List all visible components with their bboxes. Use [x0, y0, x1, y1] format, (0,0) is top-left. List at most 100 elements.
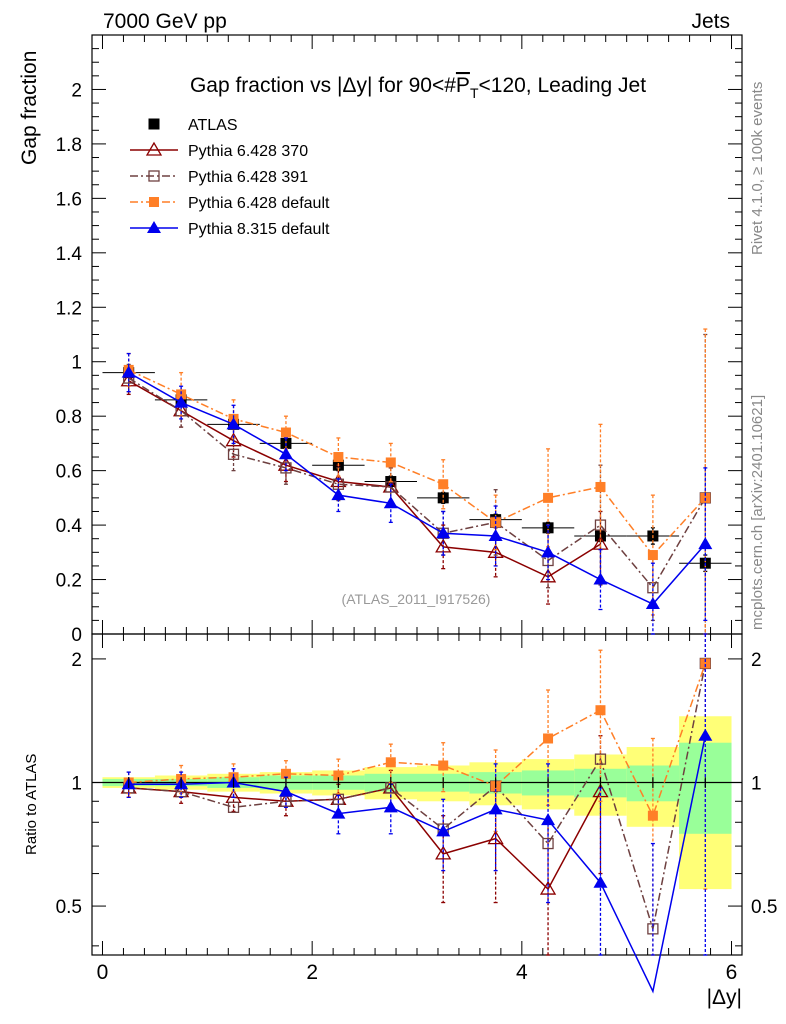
- ratio-tick-label-right: 2: [751, 650, 762, 671]
- point-pythia-6-428-default: [333, 452, 344, 463]
- ratio-point-pythia-8-315-default: [331, 806, 346, 819]
- point-pythia-6-428-default: [280, 427, 291, 438]
- ratio-point-pythia-6-428-391: [332, 793, 345, 805]
- legend-label: Pythia 6.428 391: [188, 169, 308, 186]
- x-tick-label: 4: [516, 961, 528, 984]
- mcplots-label: mcplots.cern.ch [arXiv:2401.10621]: [749, 395, 766, 630]
- point-pythia-6-428-default: [647, 550, 658, 561]
- legend-marker: [148, 170, 160, 182]
- x-tick-label: 2: [306, 961, 318, 984]
- point-pythia-6-428-default: [385, 457, 396, 468]
- ratio-point-pythia-6-428-370: [487, 830, 504, 845]
- ratio-point-pythia-6-428-default: [543, 733, 554, 744]
- y-tick-label: 0.4: [56, 516, 83, 537]
- point-pythia-8-315-default: [645, 597, 660, 610]
- ratio-line-pythia-8-315-default: [128, 735, 707, 994]
- y-tick-label: 0: [71, 625, 82, 646]
- point-pythia-8-315-default: [121, 365, 136, 378]
- legend-label: Pythia 6.428 default: [188, 195, 330, 212]
- ratio-point-pythia-6-428-391: [542, 837, 554, 850]
- ratio-line-pythia-6-428-370: [128, 787, 602, 891]
- title-sub: T: [470, 85, 479, 101]
- ratio-point-pythia-6-428-391: [227, 801, 240, 813]
- y-tick-label: 0.6: [56, 462, 82, 483]
- ratio-tick-label-right: 0.5: [751, 897, 777, 918]
- ratio-tick-label: 0.5: [56, 897, 82, 918]
- ratio-point-pythia-8-315-default: [541, 813, 556, 826]
- x-tick-label: 0: [97, 961, 109, 984]
- ratio-tick-label: 1: [71, 773, 82, 794]
- ratio-bands: [102, 716, 732, 890]
- legend-label: Pythia 6.428 370: [188, 143, 308, 160]
- ratio-tick-label: 2: [71, 650, 82, 671]
- point-pythia-8-315-default: [226, 417, 241, 430]
- ratio-point-pythia-8-315-default: [698, 728, 713, 741]
- point-pythia-6-428-391: [227, 448, 240, 460]
- point-pythia-6-428-default: [543, 492, 554, 503]
- y-tick-label: 0.8: [56, 407, 82, 428]
- point-pythia-8-315-default: [488, 528, 503, 541]
- ratio-point-pythia-6-428-default: [438, 760, 449, 771]
- y-tick-label: 1.4: [56, 244, 83, 265]
- title-p: P: [456, 74, 470, 97]
- line-pythia-6-428-default: [128, 369, 706, 557]
- ratio-y-axis-label: Ratio to ATLAS: [23, 754, 40, 855]
- point-pythia-8-315-default: [541, 545, 556, 558]
- point-pythia-8-315-default: [383, 496, 398, 509]
- point-pythia-8-315-default: [278, 447, 293, 460]
- point-pythia-8-315-default: [331, 488, 346, 501]
- axes: 0 2 4 6 0 0.2 0.4 0.6 0.8 1 1.2 1.4 1.6 1.8 2 0.5 0.5 1 1 2…: [56, 34, 777, 984]
- series-layer: [102, 328, 732, 994]
- watermark: (ATLAS_2011_I917526): [342, 591, 491, 607]
- ratio-point-pythia-8-315-default: [593, 875, 608, 888]
- x-tick-label: 6: [726, 961, 738, 984]
- point-pythia-6-428-default: [438, 479, 449, 490]
- title-pre: Gap fraction vs |Δy| for 90<#: [190, 74, 456, 97]
- legend-marker: [148, 118, 160, 130]
- header-right: Jets: [691, 10, 730, 33]
- ratio-line-pythia-6-428-default: [128, 663, 707, 818]
- point-pythia-6-428-370: [539, 568, 557, 583]
- ratio-line-pythia-6-428-391: [128, 663, 707, 930]
- ratio-point-pythia-8-315-default: [383, 800, 398, 813]
- point-pythia-6-428-default: [595, 481, 606, 492]
- y-tick-label: 1: [71, 353, 82, 374]
- rivet-label: Rivet 4.1.0, ≥ 100k events: [749, 82, 766, 255]
- chart-title: Gap fraction vs |Δy| for 90<#PT<120, Lea…: [190, 74, 646, 101]
- header-left: 7000 GeV pp: [103, 10, 227, 33]
- line-pythia-6-428-370: [128, 380, 601, 578]
- legend-marker: [145, 141, 163, 156]
- point-pythia-8-315-default: [593, 572, 608, 585]
- ratio-point-pythia-6-428-default: [385, 757, 396, 768]
- y-tick-label: 1.8: [56, 135, 82, 156]
- ratio-point-pythia-6-428-default: [595, 705, 606, 716]
- y-tick-label: 0.2: [56, 571, 82, 592]
- ratio-point-pythia-6-428-391: [594, 753, 607, 765]
- point-pythia-8-315-default: [698, 537, 713, 550]
- ratio-point-pythia-6-428-default: [647, 810, 658, 821]
- legend-label: ATLAS: [188, 117, 238, 134]
- ratio-point-pythia-6-428-default: [333, 770, 344, 781]
- point-pythia-8-315-default: [436, 526, 451, 539]
- point-pythia-6-428-default: [700, 492, 711, 503]
- ratio-tick-label-right: 1: [751, 773, 762, 794]
- title-post: <120, Leading Jet: [479, 74, 647, 97]
- y-axis-label: Gap fraction: [18, 51, 41, 165]
- ratio-point-pythia-8-315-default: [278, 784, 293, 797]
- ratio-point-pythia-8-315-default: [488, 802, 503, 815]
- y-tick-label: 2: [71, 80, 82, 101]
- point-atlas: [437, 492, 449, 504]
- legend-marker: [147, 221, 161, 233]
- line-pythia-6-428-391: [128, 377, 706, 590]
- point-pythia-8-315-default: [174, 395, 189, 408]
- ratio-point-pythia-8-315-default: [436, 824, 451, 837]
- legend-label: Pythia 8.315 default: [188, 221, 330, 238]
- legend: ATLAS Pythia 6.428 370 Pythia 6.428 391 Pyt…: [130, 117, 330, 238]
- point-pythia-6-428-default: [176, 389, 187, 400]
- point-pythia-6-428-391: [280, 462, 292, 474]
- y-tick-label: 1.2: [56, 298, 82, 319]
- ratio-point-pythia-6-428-370: [435, 845, 452, 860]
- ratio-point-pythia-6-428-default: [700, 658, 711, 669]
- y-tick-label: 1.6: [56, 189, 82, 210]
